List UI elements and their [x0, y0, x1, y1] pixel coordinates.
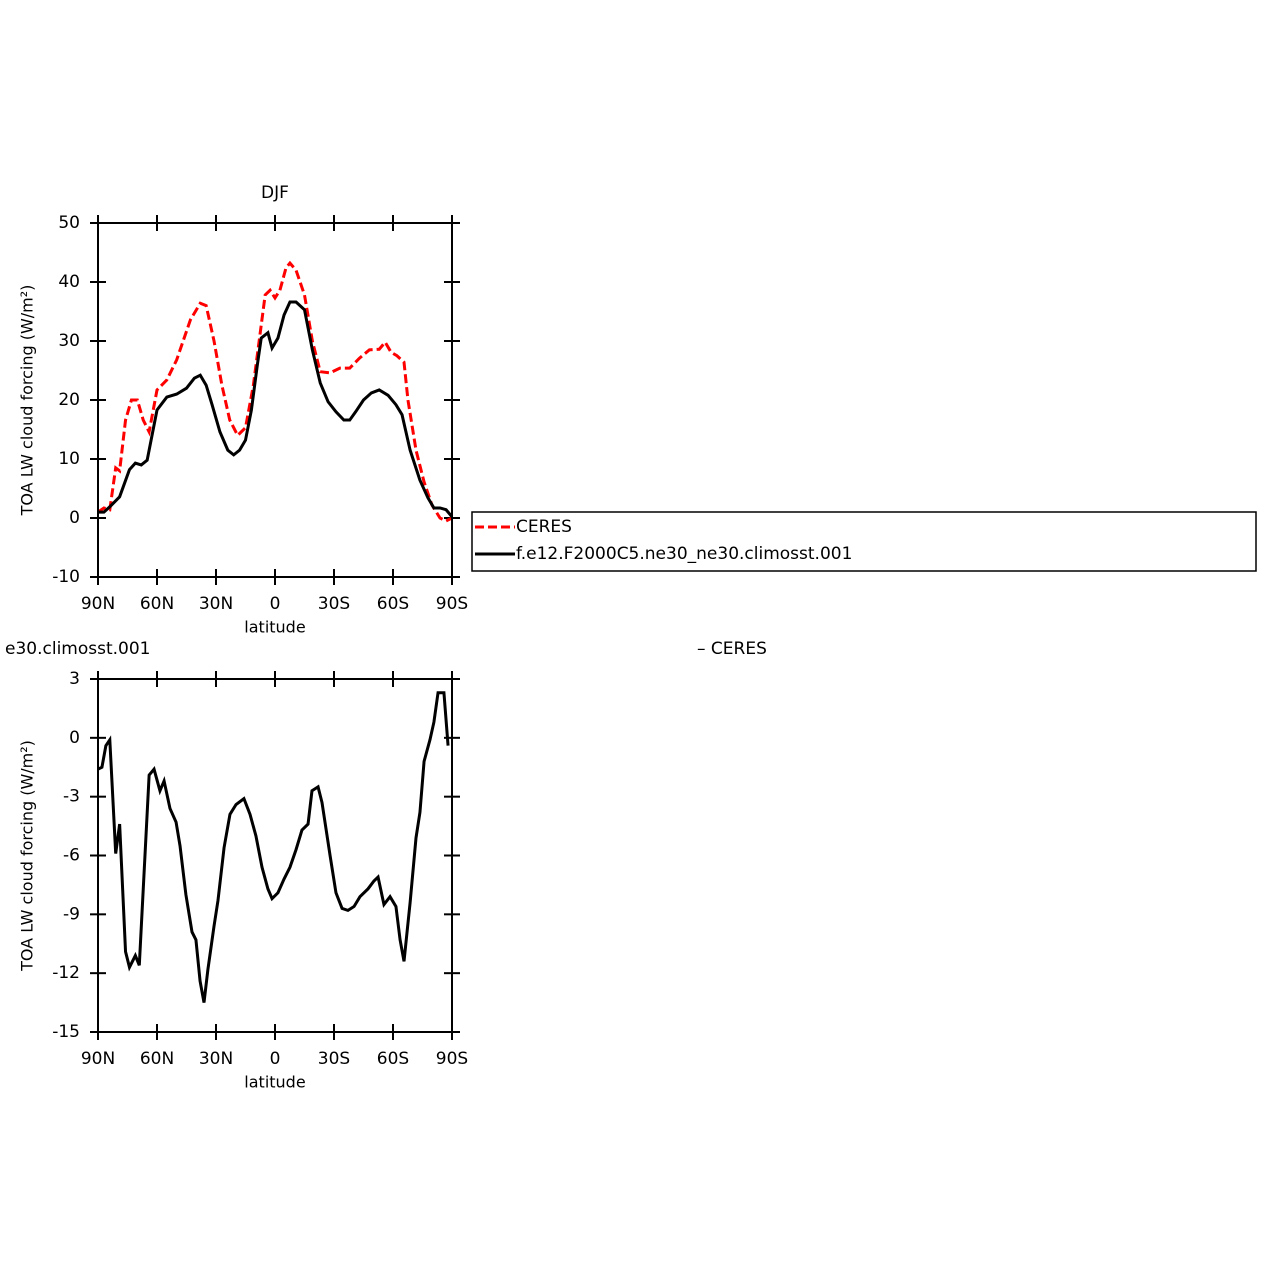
chart-title: DJF [261, 183, 289, 203]
y-tick-label: -6 [63, 846, 80, 866]
x-tick-label: 60N [140, 594, 174, 614]
x-axis-label: latitude [244, 618, 305, 637]
x-tick-label: 0 [270, 1049, 281, 1069]
x-tick-label: 90S [436, 594, 468, 614]
data-line [97, 260, 453, 523]
plot-frame [97, 222, 453, 578]
y-tick-label: 40 [58, 272, 80, 292]
legend-label: f.e12.F2000C5.ne30_ne30.climosst.001 [516, 544, 852, 564]
y-tick-label: -3 [63, 787, 80, 807]
x-tick-label: 60S [377, 1049, 409, 1069]
y-tick-label: -9 [63, 904, 80, 924]
y-tick-label: -15 [52, 1022, 80, 1042]
y-tick-label: -10 [52, 567, 80, 587]
legend-box [471, 511, 1257, 572]
y-tick-label: 3 [69, 669, 80, 689]
x-tick-label: 90N [81, 1049, 115, 1069]
y-tick-label: 50 [58, 213, 80, 233]
x-axis-label: latitude [244, 1073, 305, 1092]
x-tick-label: 30N [199, 594, 233, 614]
chart-title-right: – CERES [697, 639, 767, 659]
x-tick-label: 60S [377, 594, 409, 614]
x-tick-label: 30S [318, 1049, 350, 1069]
x-tick-label: 30N [199, 1049, 233, 1069]
y-tick-label: 0 [69, 508, 80, 528]
y-tick-label: 30 [58, 331, 80, 351]
chart-title: e30.climosst.001 [5, 639, 150, 659]
y-axis-label: TOA LW cloud forcing (W/m²) [18, 285, 37, 517]
y-tick-label: 10 [58, 449, 80, 469]
x-tick-label: 90N [81, 594, 115, 614]
plot-frame [97, 678, 453, 1033]
data-line [98, 300, 454, 518]
x-tick-label: 90S [436, 1049, 468, 1069]
x-tick-label: 0 [270, 594, 281, 614]
legend-label: CERES [516, 517, 572, 537]
x-tick-label: 60N [140, 1049, 174, 1069]
y-tick-label: 0 [69, 728, 80, 748]
y-tick-label: 20 [58, 390, 80, 410]
y-tick-label: -12 [52, 963, 80, 983]
data-line [97, 691, 450, 1003]
y-axis-label: TOA LW cloud forcing (W/m²) [18, 740, 37, 972]
x-tick-label: 30S [318, 594, 350, 614]
